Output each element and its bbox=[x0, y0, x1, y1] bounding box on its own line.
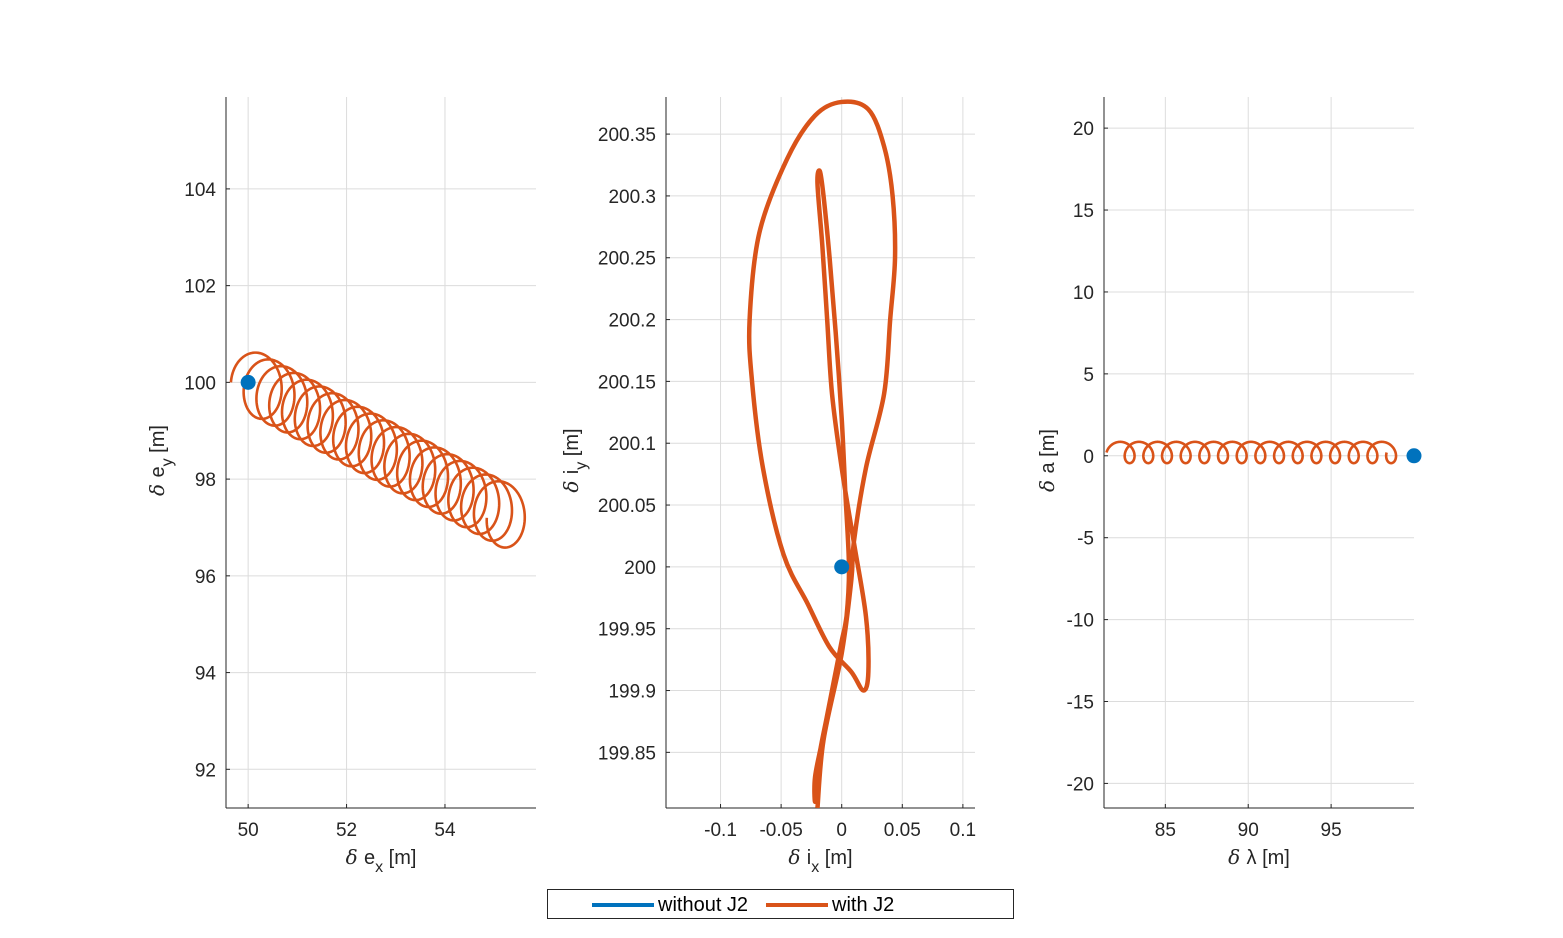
legend-label-without-j2: without J2 bbox=[658, 893, 749, 916]
legend-box: without J2 with J2 bbox=[547, 889, 1014, 919]
y-tick-label: -15 bbox=[1067, 693, 1094, 714]
series-point-without-j2 bbox=[240, 374, 256, 390]
y-tick-label: 96 bbox=[195, 567, 216, 588]
y-tick-label: 199.95 bbox=[598, 620, 656, 641]
legend-swatch-with-j2 bbox=[766, 903, 828, 907]
x-tick-label: 90 bbox=[1238, 820, 1259, 841]
subplot-3: 85 90 95 -20 -15 -10 -5 0 5 10 15 20 δ λ [m] δ a [m] bbox=[1035, 97, 1422, 869]
y-tick-label: 5 bbox=[1083, 365, 1094, 386]
x-tick-label: 0 bbox=[836, 820, 847, 841]
y-tick-label: 200.3 bbox=[608, 187, 656, 208]
x-axis-label: δ λ [m] bbox=[1228, 845, 1290, 869]
x-axis-label: δ ex [m] bbox=[346, 845, 417, 876]
x-axis-label: δ ix [m] bbox=[788, 845, 852, 876]
x-tick-label: 0.1 bbox=[950, 820, 976, 841]
y-tick-label: 199.9 bbox=[608, 682, 656, 703]
x-tick-label: 95 bbox=[1321, 820, 1342, 841]
plot-area bbox=[746, 99, 898, 808]
plot-area bbox=[1105, 440, 1398, 465]
legend-item-without-j2: without J2 bbox=[592, 893, 748, 917]
y-tick-label: 15 bbox=[1073, 201, 1094, 222]
series-point-without-j2 bbox=[1406, 448, 1422, 464]
y-tick-label: 102 bbox=[184, 277, 216, 298]
x-tick-label: -0.05 bbox=[759, 820, 802, 841]
series-point-without-j2 bbox=[834, 559, 850, 575]
y-tick-label: 200.15 bbox=[598, 372, 656, 393]
y-tick-label: 199.85 bbox=[598, 743, 656, 764]
legend-label-with-j2: with J2 bbox=[832, 893, 895, 916]
y-tick-label: 200 bbox=[624, 558, 656, 579]
subplot-2: -0.1 -0.05 0 0.05 0.1 199.85 199.9 199.95 200 200… bbox=[559, 97, 976, 876]
y-axis-label: δ a [m] bbox=[1035, 429, 1059, 492]
y-tick-label: -5 bbox=[1077, 529, 1094, 550]
y-tick-label: 0 bbox=[1083, 447, 1094, 468]
legend-item-with-j2: with J2 bbox=[766, 893, 894, 917]
x-tick-label: 85 bbox=[1155, 820, 1176, 841]
y-tick-label: 200.1 bbox=[608, 434, 656, 455]
y-axis-label: δ iy [m] bbox=[559, 428, 590, 492]
subplot-1: 50 52 54 92 94 96 98 100 102 104 δ ex [m] δ ey [m] bbox=[145, 97, 536, 876]
y-tick-label: 200.2 bbox=[608, 311, 656, 332]
y-tick-label: 92 bbox=[195, 760, 216, 781]
series-line-with-j2 bbox=[746, 99, 898, 808]
legend-swatch-without-j2 bbox=[592, 903, 654, 907]
y-tick-label: 200.35 bbox=[598, 125, 656, 146]
y-axis-label: δ ey [m] bbox=[145, 425, 176, 496]
y-tick-label: 200.25 bbox=[598, 249, 656, 270]
y-tick-label: 200.05 bbox=[598, 496, 656, 517]
x-tick-label: 52 bbox=[336, 820, 357, 841]
y-tick-label: 20 bbox=[1073, 119, 1094, 140]
x-tick-label: 50 bbox=[238, 820, 259, 841]
x-tick-label: 54 bbox=[434, 820, 456, 841]
y-tick-label: 104 bbox=[184, 180, 216, 201]
y-tick-label: 98 bbox=[195, 470, 216, 491]
y-tick-label: 100 bbox=[184, 373, 216, 394]
series-line-with-j2 bbox=[229, 351, 527, 549]
y-tick-label: -20 bbox=[1067, 774, 1094, 795]
y-tick-label: 10 bbox=[1073, 283, 1094, 304]
plot-area bbox=[229, 351, 527, 549]
x-tick-label: 0.05 bbox=[884, 820, 921, 841]
x-tick-label: -0.1 bbox=[704, 820, 737, 841]
y-tick-label: 94 bbox=[195, 664, 217, 685]
y-tick-label: -10 bbox=[1067, 611, 1094, 632]
series-line-with-j2 bbox=[1105, 440, 1398, 465]
